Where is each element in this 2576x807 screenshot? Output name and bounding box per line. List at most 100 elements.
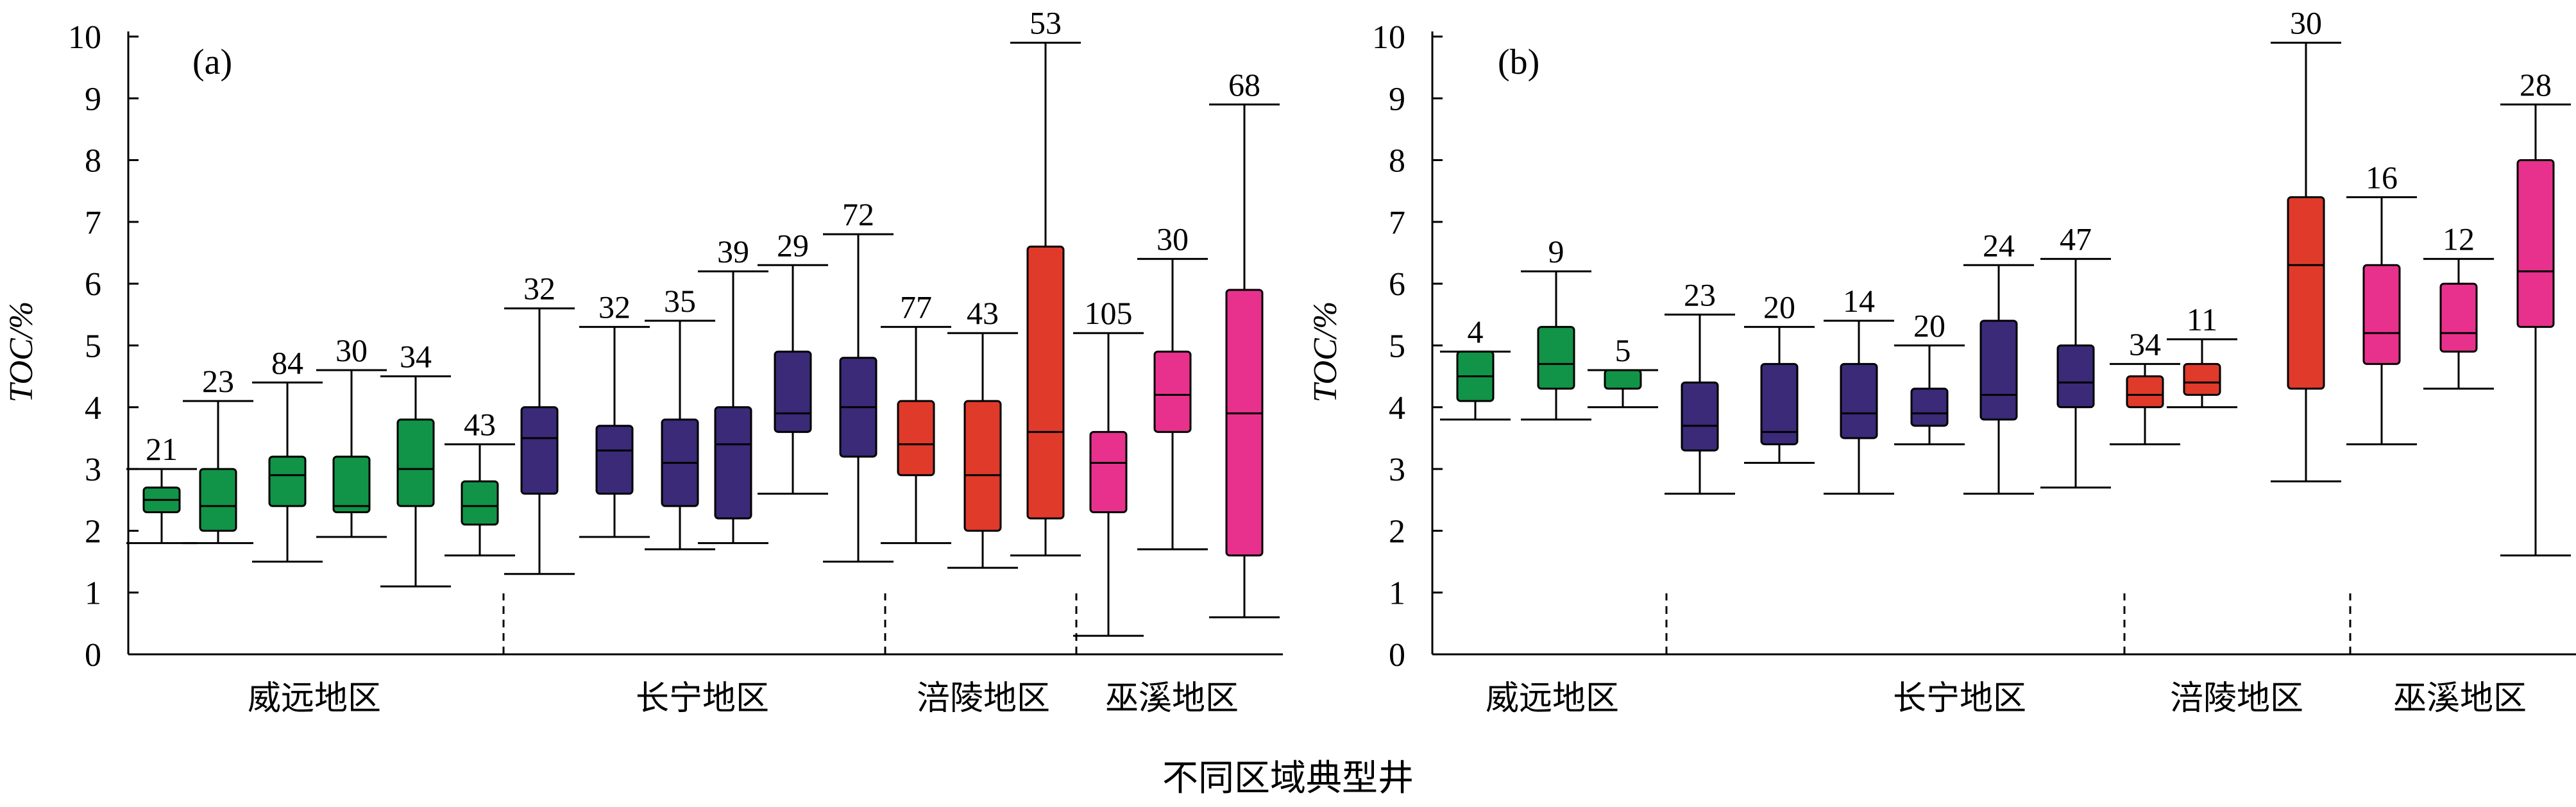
sample-count-label: 43 [464, 407, 496, 443]
box-body [520, 406, 559, 495]
y-tick-label: 9 [85, 81, 101, 117]
sample-count-label: 53 [1030, 5, 1062, 41]
box-body [1026, 245, 1065, 520]
box: 32 [579, 289, 650, 538]
box-body [2439, 282, 2478, 353]
y-tick-label: 6 [1389, 266, 1405, 303]
group-label: 涪陵地区 [2170, 681, 2303, 717]
box-body [2362, 264, 2401, 365]
y-tick-label: 6 [85, 266, 101, 303]
sample-count-label: 32 [523, 271, 555, 307]
box-body [268, 455, 307, 507]
box-body [1979, 319, 2018, 421]
box: 24 [1963, 227, 2034, 495]
box: 9 [1521, 234, 1591, 421]
group-label: 长宁地区 [636, 681, 769, 717]
group-label: 长宁地区 [1893, 681, 2026, 717]
box: 53 [1010, 5, 1081, 557]
box: 4 [1440, 314, 1511, 421]
group-label: 巫溪地区 [1105, 681, 1239, 717]
box: 34 [2110, 326, 2180, 446]
y-tick-label: 4 [85, 390, 101, 427]
box: 30 [316, 332, 387, 538]
box-body [1537, 326, 1575, 390]
y-tick-label: 9 [1389, 81, 1405, 117]
box-body [2516, 159, 2555, 328]
y-tick-label: 7 [1389, 205, 1405, 241]
box-body [963, 400, 1002, 532]
sample-count-label: 4 [1468, 314, 1484, 350]
sample-count-label: 77 [900, 289, 932, 325]
sample-count-label: 105 [1085, 295, 1133, 331]
box: 35 [645, 283, 715, 550]
box-body [396, 418, 435, 507]
box: 84 [252, 344, 323, 563]
panel-label: (a) [192, 42, 232, 82]
sample-count-label: 39 [717, 234, 749, 269]
sample-count-label: 84 [271, 344, 303, 380]
box-body [2056, 344, 2095, 409]
box: 47 [2040, 221, 2111, 489]
y-tick-label: 8 [85, 143, 101, 180]
box: 23 [1665, 276, 1735, 495]
box-body [595, 425, 634, 495]
y-tick-label: 0 [1389, 637, 1405, 674]
y-tick-label: 5 [85, 328, 101, 365]
box: 30 [2271, 5, 2341, 482]
box: 68 [1209, 67, 1280, 618]
y-tick-label: 2 [85, 513, 101, 550]
sample-count-label: 43 [967, 295, 999, 331]
box: 39 [698, 234, 768, 545]
box-body [1910, 387, 1949, 427]
sample-count-label: 21 [146, 431, 178, 467]
sample-count-label: 20 [1763, 289, 1795, 325]
box: 28 [2500, 67, 2571, 557]
sample-count-label: 47 [2060, 221, 2092, 257]
box: 43 [947, 295, 1018, 569]
box-body [461, 480, 499, 526]
box: 20 [1894, 308, 1965, 446]
y-tick-label: 1 [85, 575, 101, 612]
y-tick-label: 8 [1389, 143, 1405, 180]
box: 43 [445, 407, 515, 557]
y-tick-label: 2 [1389, 513, 1405, 550]
sample-count-label: 11 [2187, 302, 2217, 337]
y-axis-label: TOC/% [3, 302, 40, 403]
y-tick-label: 10 [1372, 19, 1405, 56]
sample-count-label: 23 [202, 363, 234, 399]
box: 77 [881, 289, 951, 545]
group-label: 巫溪地区 [2393, 681, 2527, 717]
box: 72 [823, 196, 894, 563]
group-label: 威远地区 [248, 681, 381, 717]
box: 29 [758, 227, 828, 495]
box-body [2287, 196, 2325, 390]
box-body [1225, 289, 1264, 557]
group-label: 威远地区 [1486, 681, 1619, 717]
box: 34 [380, 339, 451, 588]
y-tick-label: 4 [1389, 390, 1405, 427]
box-body [897, 400, 935, 477]
box: 16 [2346, 159, 2417, 446]
sample-count-label: 34 [400, 339, 432, 375]
sample-count-label: 30 [335, 332, 368, 368]
box: 21 [126, 431, 197, 545]
panel-label: (b) [1498, 42, 1539, 82]
sample-count-label: 23 [1684, 276, 1716, 312]
box-body [2183, 362, 2221, 396]
box: 11 [2167, 302, 2237, 409]
x-axis-title: 不同区域典型井 [1162, 759, 1414, 799]
box: 105 [1073, 295, 1144, 637]
box-body [332, 455, 371, 514]
sample-count-label: 14 [1843, 283, 1875, 319]
box: 5 [1588, 332, 1658, 409]
y-tick-label: 10 [68, 19, 101, 56]
box-body [1153, 350, 1192, 433]
sample-count-label: 16 [2366, 159, 2398, 195]
y-tick-label: 5 [1389, 328, 1405, 365]
y-tick-label: 1 [1389, 575, 1405, 612]
box: 12 [2423, 221, 2494, 390]
sample-count-label: 30 [1157, 221, 1189, 257]
